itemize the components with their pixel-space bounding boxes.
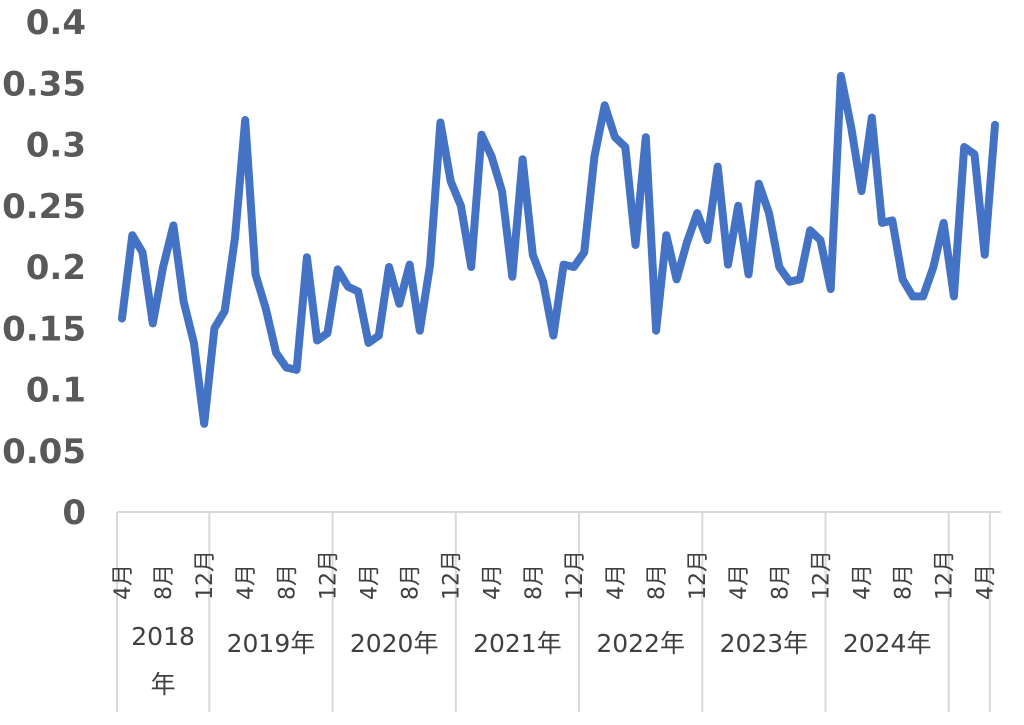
x-tick-label: 8月 <box>399 564 424 600</box>
year-group-labels: 2018 年 2019年 2020年 2021年 2022年 2023年 2024年 <box>131 622 931 699</box>
x-tick-label: 4月 <box>481 564 506 600</box>
year-label-suffix: 年 <box>151 670 176 699</box>
year-label: 2019年 <box>227 629 316 658</box>
x-tick-label: 8月 <box>892 564 917 600</box>
year-label: 2021年 <box>473 629 562 658</box>
series-line <box>118 71 999 428</box>
x-tick-label: 4月 <box>974 564 999 600</box>
y-tick-label: 0 <box>62 493 86 533</box>
x-tick-label: 4月 <box>727 564 752 600</box>
y-axis-tick-labels: 0 0.05 0.1 0.15 0.2 0.25 0.3 0.35 0.4 <box>2 3 86 533</box>
x-axis-tick-labels: 4月 8月 12月 4月 8月 12月 4月 8月 12月 4月 8月 12月 4月 8月 12月 4月 8月 1… <box>111 550 999 600</box>
y-tick-label: 0.25 <box>2 187 86 227</box>
x-tick-label: 12月 <box>440 550 465 600</box>
y-tick-label: 0.1 <box>26 371 86 411</box>
y-tick-label: 0.15 <box>2 309 86 349</box>
y-tick-label: 0.3 <box>26 126 86 166</box>
x-tick-label: 8月 <box>768 564 793 600</box>
year-label: 2020年 <box>350 629 439 658</box>
x-tick-label: 4月 <box>604 564 629 600</box>
y-tick-label: 0.35 <box>2 64 86 104</box>
x-tick-label: 8月 <box>152 564 177 600</box>
x-tick-label: 12月 <box>809 550 834 600</box>
year-label: 2024年 <box>843 629 932 658</box>
x-tick-label: 12月 <box>933 550 958 600</box>
x-tick-label: 8月 <box>645 564 670 600</box>
x-tick-label: 12月 <box>316 550 341 600</box>
year-label: 2023年 <box>720 629 809 658</box>
x-tick-label: 12月 <box>686 550 711 600</box>
y-tick-label: 0.4 <box>26 3 86 43</box>
y-tick-label: 0.05 <box>2 432 86 472</box>
year-label: 2022年 <box>596 629 685 658</box>
x-tick-label: 8月 <box>522 564 547 600</box>
x-tick-label: 4月 <box>357 564 382 600</box>
x-tick-label: 12月 <box>193 550 218 600</box>
year-label: 2018 <box>131 622 195 651</box>
x-tick-label: 4月 <box>234 564 259 600</box>
chart-axes <box>116 511 1001 712</box>
x-tick-label: 4月 <box>111 564 136 600</box>
x-tick-label: 12月 <box>563 550 588 600</box>
x-tick-label: 8月 <box>275 564 300 600</box>
x-tick-label: 4月 <box>850 564 875 600</box>
y-tick-label: 0.2 <box>26 248 86 288</box>
